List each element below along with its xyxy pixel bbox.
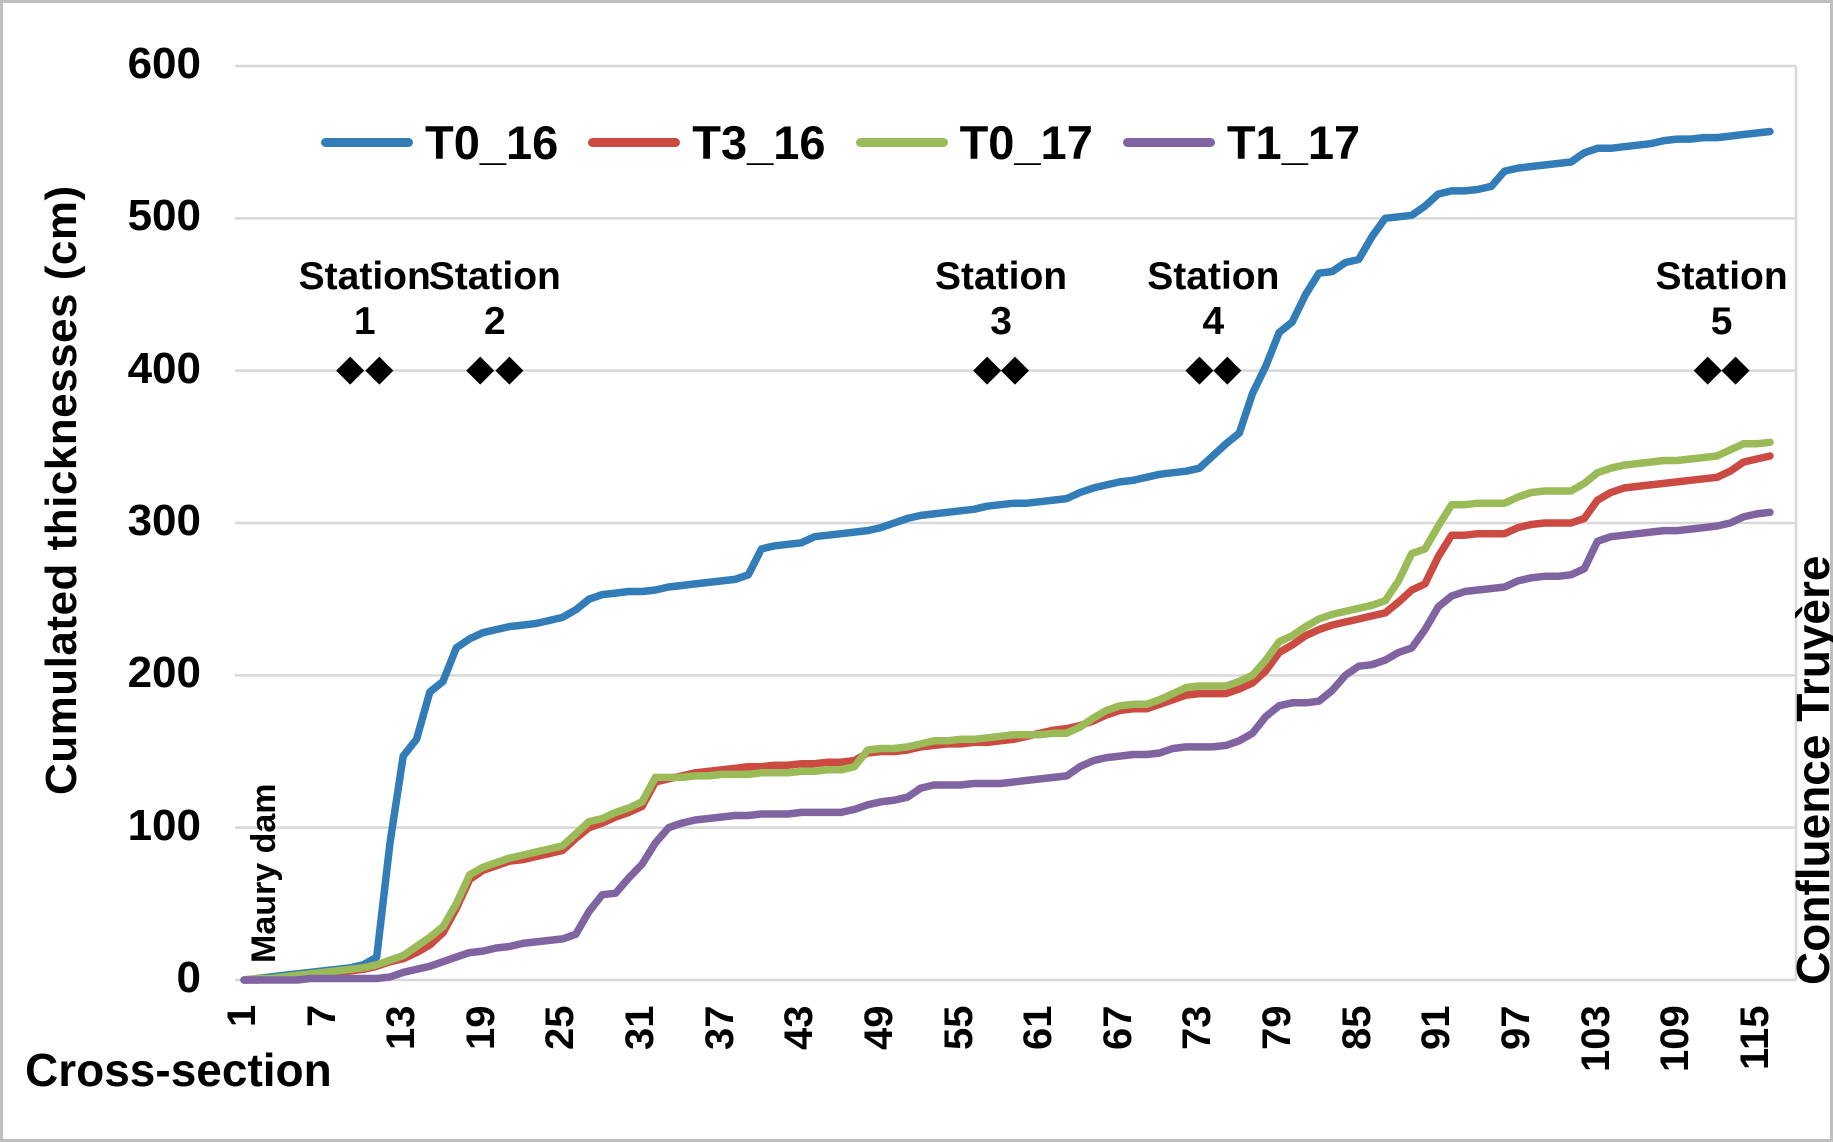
station-3-diamond-2 — [1000, 356, 1029, 385]
maury-dam-annotation: Maury dam — [245, 783, 283, 964]
x-tick-label-43: 43 — [777, 1005, 822, 1051]
station-number-3: 3 — [990, 299, 1012, 343]
station-4-diamond-2 — [1213, 356, 1242, 385]
legend-line-swatch-T3_16 — [588, 138, 681, 147]
legend-label-T1_17: T1_17 — [1226, 116, 1361, 169]
y-tick-label-100: 100 — [127, 800, 201, 850]
station-1-diamond-2 — [365, 356, 394, 385]
x-tick-label-49: 49 — [856, 1005, 901, 1051]
station-5-diamond-2 — [1721, 356, 1750, 385]
x-axis-title: Cross-section — [25, 1044, 332, 1096]
y-tick-label-500: 500 — [127, 191, 201, 241]
x-tick-label-79: 79 — [1255, 1005, 1300, 1051]
station-3-diamond-1 — [973, 356, 1002, 385]
y-tick-label-0: 0 — [176, 953, 201, 1002]
legend-line-swatch-T0_16 — [321, 138, 413, 147]
confluence-truyere-annotation: Confluence Truyère — [1787, 555, 1833, 985]
legend-line-swatch-T1_17 — [1122, 138, 1215, 147]
x-tick-label-55: 55 — [936, 1005, 981, 1051]
legend-label-T3_16: T3_16 — [692, 116, 826, 169]
station-4-diamond-1 — [1185, 356, 1214, 385]
series-line-T0_17 — [240, 438, 1774, 984]
x-tick-label-115: 115 — [1732, 1005, 1777, 1070]
x-tick-label-73: 73 — [1175, 1005, 1220, 1051]
y-tick-label-600: 600 — [127, 39, 201, 88]
station-label-5: Station 5 — [1602, 255, 1833, 345]
x-tick-label-67: 67 — [1095, 1005, 1140, 1051]
station-label-2: Station 2 — [375, 255, 615, 345]
x-tick-label-19: 19 — [458, 1005, 503, 1051]
legend-item-T3_16: T3_16 — [588, 115, 826, 170]
x-tick-label-61: 61 — [1016, 1005, 1061, 1051]
station-label-1: Station 1 — [245, 255, 485, 345]
x-tick-label-85: 85 — [1334, 1005, 1379, 1051]
legend-label-T0_16: T0_16 — [425, 116, 559, 169]
station-2-diamond-2 — [495, 356, 524, 385]
plot-area — [235, 64, 1798, 984]
x-tick-label-97: 97 — [1493, 1005, 1538, 1051]
x-tick-label-109: 109 — [1653, 1005, 1698, 1072]
station-5-diamond-1 — [1693, 356, 1722, 385]
y-tick-label-300: 300 — [127, 496, 201, 545]
series-line-T1_17 — [240, 508, 1774, 984]
y-tick-label-200: 200 — [127, 648, 201, 698]
x-tick-label-7: 7 — [299, 1004, 344, 1027]
legend-item-T0_16: T0_16 — [321, 115, 558, 170]
x-tick-label-13: 13 — [379, 1005, 424, 1051]
station-number-5: 5 — [1710, 299, 1733, 343]
series-line-T3_16 — [240, 452, 1774, 984]
station-label-4: Station 4 — [1093, 255, 1333, 345]
y-tick-label-400: 400 — [127, 343, 201, 393]
station-word-1: Station — [298, 255, 431, 298]
y-axis-title: Cumulated thicknesses (cm) — [37, 185, 86, 795]
station-number-4: 4 — [1202, 299, 1225, 343]
station-word-5: Station — [1655, 255, 1788, 298]
series-line-T0_16 — [240, 127, 1774, 984]
x-tick-label-91: 91 — [1414, 1005, 1459, 1051]
legend-item-T1_17: T1_17 — [1122, 115, 1361, 170]
legend-item-T0_17: T0_17 — [855, 115, 1093, 170]
station-word-4: Station — [1147, 255, 1280, 298]
x-tick-label-103: 103 — [1573, 1005, 1618, 1072]
station-2-diamond-1 — [466, 356, 495, 385]
legend-line-swatch-T0_17 — [855, 138, 948, 147]
x-tick-label-37: 37 — [697, 1005, 742, 1051]
station-number-1: 1 — [353, 299, 376, 343]
x-tick-label-25: 25 — [538, 1005, 583, 1051]
station-word-3: Station — [934, 255, 1068, 298]
legend: T0_16 T3_16 T0_17 T1_17 — [321, 115, 1360, 170]
x-tick-label-31: 31 — [618, 1005, 663, 1051]
station-1-diamond-1 — [336, 356, 365, 385]
station-word-2: Station — [428, 255, 561, 298]
legend-label-T0_17: T0_17 — [959, 116, 1093, 169]
x-tick-label-1: 1 — [220, 1004, 264, 1027]
station-label-3: Station 3 — [881, 255, 1121, 345]
station-number-2: 2 — [483, 299, 506, 343]
